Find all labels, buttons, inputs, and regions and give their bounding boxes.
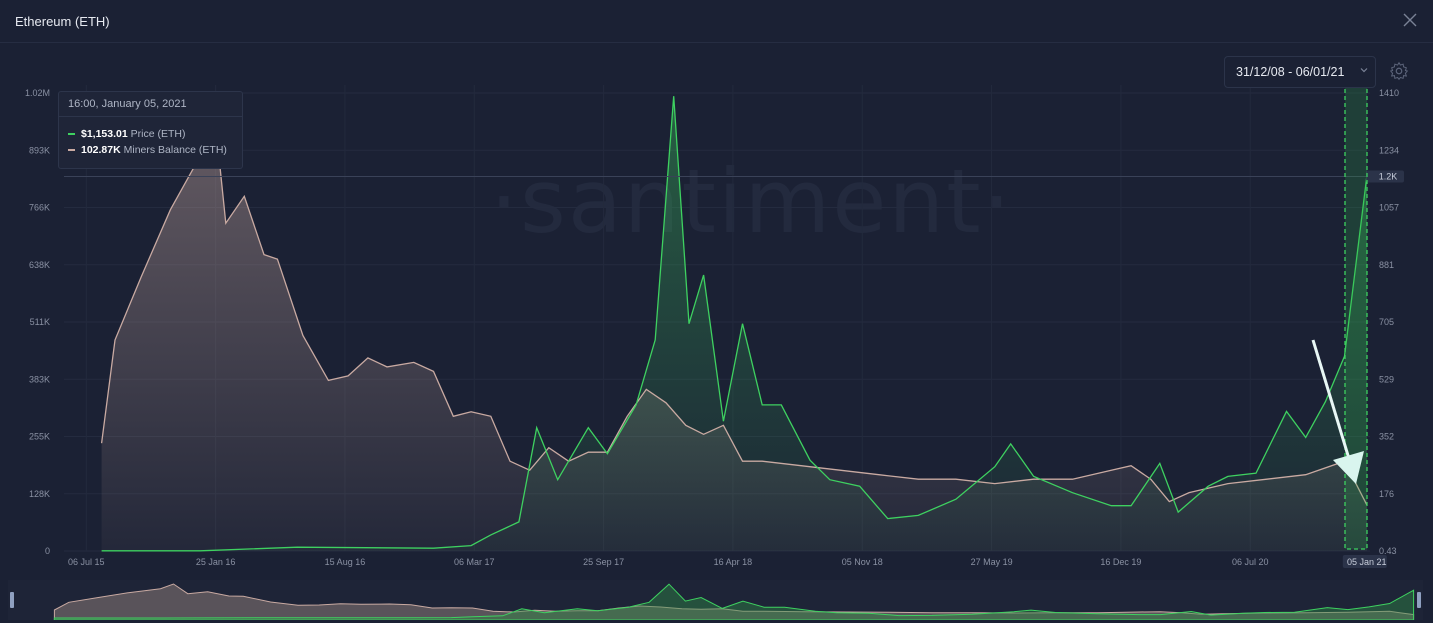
navigator-price-area <box>53 583 1415 620</box>
x-tick-label: 06 Jul 20 <box>1232 557 1269 567</box>
tooltip-header: 16:00, January 05, 2021 <box>59 92 242 117</box>
price-area <box>101 96 1367 551</box>
y-right-tick-label: 0.43 <box>1379 546 1397 556</box>
right-axis-marker-label: 1.2K <box>1379 172 1398 182</box>
miners-balance-line <box>100 92 1368 506</box>
y-right-tick-label: 1410 <box>1379 88 1399 98</box>
y-left-tick-label: 1.02M <box>25 88 50 98</box>
x-tick-label: 25 Jan 16 <box>196 557 236 567</box>
x-tick-label: 16 Apr 18 <box>714 557 753 567</box>
chevron-down-icon <box>1360 68 1368 73</box>
y-right-tick-label: 1234 <box>1379 145 1399 155</box>
date-range-selector[interactable]: 31/12/08 - 06/01/21 <box>1224 56 1376 88</box>
y-left-tick-label: 766K <box>29 203 50 213</box>
x-tick-label: 06 Jul 15 <box>68 557 105 567</box>
y-left-tick-label: 638K <box>29 260 50 270</box>
y-left-tick-label: 383K <box>29 374 50 384</box>
y-right-tick-label: 352 <box>1379 432 1394 442</box>
tooltip-price-label: Price (ETH) <box>130 128 186 140</box>
balance-legend-swatch <box>68 149 75 152</box>
x-tick-label: 05 Nov 18 <box>842 557 883 567</box>
y-left-tick-label: 0 <box>45 546 50 556</box>
tooltip-row-balance: 102.87K Miners Balance (ETH) <box>68 144 227 156</box>
navigator-handle-right[interactable] <box>1417 592 1421 608</box>
tooltip-balance-value: 102.87K <box>81 144 121 156</box>
annotation-arrow-head <box>1333 451 1364 484</box>
navigator-balance-area <box>53 583 1415 620</box>
x-tick-label: 25 Sep 17 <box>583 557 624 567</box>
navigator-minimap[interactable] <box>8 580 1423 620</box>
miners-balance-area <box>101 93 1367 551</box>
y-right-tick-label: 705 <box>1379 317 1394 327</box>
window-header: Ethereum (ETH) <box>0 0 1433 43</box>
y-left-tick-label: 255K <box>29 432 50 442</box>
x-tick-label: 27 May 19 <box>971 557 1013 567</box>
y-right-tick-label: 176 <box>1379 489 1394 499</box>
y-left-tick-label: 128K <box>29 489 50 499</box>
tooltip-row-price: $1,153.01 Price (ETH) <box>68 128 185 140</box>
gear-icon[interactable] <box>1388 60 1410 82</box>
x-tick-label: 15 Aug 16 <box>325 557 366 567</box>
watermark: ·santiment· <box>490 150 1013 253</box>
x-tick-label: 05 Jan 21 <box>1347 557 1387 567</box>
hover-tooltip: 16:00, January 05, 2021 $1,153.01 Price … <box>58 91 243 169</box>
window-title: Ethereum (ETH) <box>15 14 110 29</box>
price-legend-swatch <box>68 133 75 136</box>
date-range-label: 31/12/08 - 06/01/21 <box>1236 65 1345 79</box>
y-right-tick-label: 1057 <box>1379 203 1399 213</box>
price-line <box>101 96 1368 552</box>
y-right-tick-label: 881 <box>1379 260 1394 270</box>
navigator-handle-left[interactable] <box>10 592 14 608</box>
tooltip-time: 16:00, January 05, 2021 <box>68 98 187 110</box>
tooltip-balance-label: Miners Balance (ETH) <box>123 144 227 156</box>
tooltip-price-value: $1,153.01 <box>81 128 128 140</box>
x-tick-label: 06 Mar 17 <box>454 557 495 567</box>
close-icon[interactable] <box>1398 8 1422 32</box>
right-axis-marker-bg <box>1366 170 1404 183</box>
x-tick-highlight <box>1342 555 1387 568</box>
annotation-arrow-shaft <box>1311 339 1352 463</box>
x-tick-label: 16 Dec 19 <box>1100 557 1141 567</box>
y-left-tick-label: 511K <box>30 317 50 327</box>
y-right-tick-label: 529 <box>1379 374 1394 384</box>
y-left-tick-label: 893K <box>29 145 50 155</box>
